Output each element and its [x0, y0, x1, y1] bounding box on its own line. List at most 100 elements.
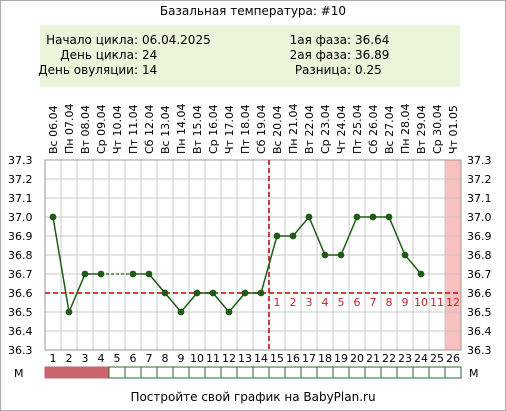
- y-tick-label-left: 37.3: [8, 154, 33, 167]
- luteal-day-label: 2: [290, 296, 297, 309]
- day-number: 12: [222, 352, 236, 365]
- y-tick-label-left: 36.4: [8, 325, 33, 338]
- menses-cell: [252, 366, 270, 379]
- menses-cell: [316, 366, 334, 379]
- day-number: 21: [366, 352, 380, 365]
- info-right-value: 0.25: [355, 63, 382, 77]
- date-label: Сб 19.04: [255, 105, 268, 154]
- info-left-value: 06.04.2025: [142, 33, 211, 47]
- menses-cell-filled: [92, 366, 110, 379]
- date-label: Пн 14.04: [175, 104, 188, 154]
- date-label: Чт 24.04: [335, 105, 348, 154]
- temperature-point: [353, 213, 361, 221]
- y-tick-label-left: 36.3: [8, 344, 33, 357]
- menses-cell: [364, 366, 382, 379]
- luteal-day-label: 7: [370, 296, 377, 309]
- menses-cell: [124, 366, 142, 379]
- y-tick-label-right: 36.4: [467, 325, 492, 338]
- temperature-point: [129, 270, 137, 278]
- y-tick-label-left: 36.7: [8, 268, 33, 281]
- date-label: Ср 23.04: [319, 104, 332, 154]
- temperature-point: [161, 289, 169, 297]
- day-number: 1: [50, 352, 57, 365]
- info-right-label: 2ая фаза:: [290, 48, 351, 62]
- date-label: Вт 29.04: [415, 105, 428, 154]
- date-label: Вс 27.04: [383, 105, 396, 154]
- y-tick-label-right: 37.3: [467, 154, 492, 167]
- date-label: Пт 25.04: [351, 104, 364, 154]
- date-label: Пн 28.04: [399, 104, 412, 154]
- plot-frame: [44, 159, 462, 351]
- temperature-point: [417, 270, 425, 278]
- date-label: Вт 08.04: [79, 105, 92, 154]
- info-left-label: Начало цикла:: [46, 33, 138, 47]
- y-tick-label-left: 36.6: [8, 287, 33, 300]
- day-number: 13: [238, 352, 252, 365]
- day-number: 7: [146, 352, 153, 365]
- info-left-value: 24: [142, 48, 157, 62]
- y-tick-label-right: 36.6: [467, 287, 492, 300]
- day-number: 9: [178, 352, 185, 365]
- date-label: Чт 17.04: [223, 105, 236, 154]
- menses-cell-filled: [76, 366, 94, 379]
- y-tick-label-left: 36.5: [8, 306, 33, 319]
- luteal-day-label: 11: [430, 296, 444, 309]
- temperature-point: [145, 270, 153, 278]
- menses-cell: [108, 366, 126, 379]
- temperature-point: [81, 270, 89, 278]
- date-label: Пн 21.04: [287, 104, 300, 154]
- temperature-point: [273, 232, 281, 240]
- day-number: 15: [270, 352, 284, 365]
- info-right-value: 36.89: [355, 48, 389, 62]
- menses-cell: [204, 366, 222, 379]
- date-label: Ср 16.04: [207, 104, 220, 154]
- y-tick-label-right: 36.7: [467, 268, 492, 281]
- info-left-label: День овуляции:: [38, 63, 138, 77]
- menses-cell: [396, 366, 414, 379]
- menses-cell: [412, 366, 430, 379]
- info-left: Начало цикла: 06.04.2025 День цикла: 24 День…: [38, 33, 210, 77]
- y-tick-label-right: 36.9: [467, 230, 492, 243]
- day-number: 26: [446, 352, 460, 365]
- y-tick-label-left: 37.0: [8, 211, 33, 224]
- day-number: 25: [430, 352, 444, 365]
- luteal-day-label: 12: [446, 296, 460, 309]
- date-label: Вт 15.04: [191, 105, 204, 154]
- info-left-value: 14: [142, 63, 157, 77]
- date-label: Чт 01.05: [447, 105, 460, 154]
- menses-label-left: М: [14, 367, 24, 380]
- day-number: 10: [190, 352, 204, 365]
- menses-cell: [172, 366, 190, 379]
- date-label: Сб 12.04: [143, 105, 156, 154]
- menses-cell: [220, 366, 238, 379]
- plot-area: 36.3 36.3 36.4 36.4 36.5 36.5 36.6 36.6 36.7 36.7…: [8, 104, 492, 380]
- temperature-point: [49, 213, 57, 221]
- y-tick-label-left: 36.8: [8, 249, 33, 262]
- day-number: 8: [162, 352, 169, 365]
- footer-link[interactable]: Постройте свой график на BabyPlan.ru: [130, 390, 375, 404]
- date-label: Вс 20.04: [271, 105, 284, 154]
- menses-cell: [156, 366, 174, 379]
- menses-cell: [236, 366, 254, 379]
- y-tick-label-right: 36.5: [467, 306, 492, 319]
- y-tick-label-right: 37.0: [467, 211, 492, 224]
- temperature-point: [401, 251, 409, 259]
- info-right-label: Разница:: [295, 63, 351, 77]
- temperature-point: [289, 232, 297, 240]
- luteal-day-label: 1: [274, 296, 281, 309]
- y-tick-label-left: 36.9: [8, 230, 33, 243]
- date-label: Чт 10.04: [111, 105, 124, 154]
- temperature-point: [241, 289, 249, 297]
- day-number: 16: [286, 352, 300, 365]
- temperature-point: [177, 308, 185, 316]
- info-right: 1ая фаза: 36.64 2ая фаза: 36.89 Разница: 0.25: [290, 33, 390, 77]
- temperature-line: [52, 216, 101, 315]
- day-number: 18: [318, 352, 332, 365]
- temperature-point: [369, 213, 377, 221]
- day-number: 4: [98, 352, 105, 365]
- temperature-point: [305, 213, 313, 221]
- temperature-point: [321, 251, 329, 259]
- temperature-point: [257, 289, 265, 297]
- temperature-point: [97, 270, 105, 278]
